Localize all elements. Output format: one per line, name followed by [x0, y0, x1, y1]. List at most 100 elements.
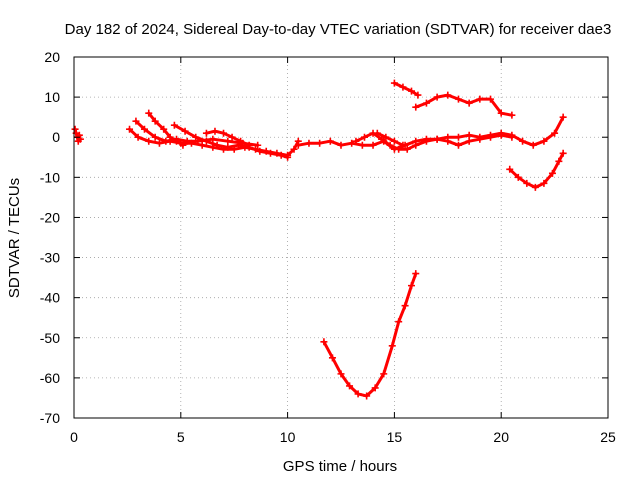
series-trace — [128, 127, 300, 157]
data-point — [523, 179, 531, 187]
x-tick-label: 20 — [493, 429, 509, 445]
data-point — [422, 99, 430, 107]
data-point — [380, 370, 388, 378]
y-tick-label: -20 — [40, 209, 60, 225]
data-point — [256, 147, 264, 155]
data-point — [277, 151, 285, 159]
data-point — [476, 135, 484, 143]
y-tick-label: -50 — [40, 330, 60, 346]
data-point — [373, 129, 381, 137]
series-arc-7 — [294, 113, 567, 153]
data-point — [476, 95, 484, 103]
data-point — [412, 270, 420, 278]
data-point — [166, 133, 174, 141]
data-point — [354, 390, 362, 398]
data-point — [337, 370, 345, 378]
series-arc-13 — [320, 270, 420, 400]
y-tick-label: 0 — [52, 129, 60, 145]
data-point — [433, 93, 441, 101]
data-point — [454, 95, 462, 103]
data-point — [145, 137, 153, 145]
data-point — [497, 109, 505, 117]
data-point — [399, 83, 407, 91]
data-point — [551, 129, 559, 137]
data-point — [559, 113, 567, 121]
data-point — [126, 125, 134, 133]
y-tick-label: -60 — [40, 370, 60, 386]
data-series — [71, 79, 567, 400]
data-point — [465, 131, 473, 139]
data-point — [487, 95, 495, 103]
data-point — [390, 79, 398, 87]
data-point — [170, 121, 178, 129]
data-point — [320, 338, 328, 346]
chart-title: Day 182 of 2024, Sidereal Day-to-day VTE… — [65, 21, 612, 38]
series-arc-12 — [506, 149, 567, 191]
data-point — [386, 141, 394, 149]
data-point — [514, 173, 522, 181]
data-point — [369, 141, 377, 149]
data-point — [399, 141, 407, 149]
data-point — [433, 135, 441, 143]
data-point — [412, 141, 420, 149]
data-point — [508, 111, 516, 119]
data-point — [412, 103, 420, 111]
data-point — [198, 141, 206, 149]
data-point — [407, 87, 415, 95]
data-point — [378, 135, 386, 143]
y-axis-label: SDTVAR / TECUs — [6, 178, 23, 298]
x-axis-label: GPS time / hours — [283, 458, 397, 475]
data-point — [155, 139, 163, 147]
series-trace — [508, 151, 565, 189]
data-point — [254, 141, 262, 149]
data-point — [403, 145, 411, 153]
data-point — [140, 125, 148, 133]
data-point — [529, 141, 537, 149]
data-point — [181, 127, 189, 135]
data-point — [326, 137, 334, 145]
data-point — [363, 392, 371, 400]
series-arc-6 — [202, 127, 253, 149]
x-tick-label: 5 — [177, 429, 185, 445]
data-point — [162, 137, 170, 145]
data-point — [371, 384, 379, 392]
data-point — [211, 127, 219, 135]
data-point — [407, 282, 415, 290]
data-point — [173, 137, 181, 145]
x-tick-label: 0 — [70, 429, 78, 445]
y-tick-label: -10 — [40, 169, 60, 185]
axis-ticks: 0 5 10 15 20 25 20 10 0 -10 -20 -30 -40 -50 -60 -70 — [40, 49, 616, 445]
y-tick-label: -40 — [40, 290, 60, 306]
data-point — [531, 183, 539, 191]
data-point — [284, 153, 292, 161]
grid — [74, 57, 608, 418]
series-arc-10 — [390, 79, 422, 99]
data-point — [71, 125, 79, 133]
data-point — [360, 133, 368, 141]
data-point — [444, 137, 452, 145]
y-tick-label: -30 — [40, 250, 60, 266]
series-arc-9 — [373, 129, 407, 149]
data-point — [348, 139, 356, 147]
data-point — [454, 133, 462, 141]
plot-frame — [73, 56, 609, 419]
data-point — [151, 133, 159, 141]
data-point — [183, 137, 191, 145]
data-point — [160, 125, 168, 133]
data-point — [209, 135, 217, 143]
data-point — [328, 354, 336, 362]
y-tick-label: 20 — [44, 49, 60, 65]
data-point — [202, 137, 210, 145]
data-point — [388, 342, 396, 350]
data-point — [506, 165, 514, 173]
data-point — [465, 99, 473, 107]
data-point — [228, 133, 236, 141]
data-point — [192, 133, 200, 141]
data-point — [316, 139, 324, 147]
data-point — [224, 143, 232, 151]
series-trace — [375, 131, 405, 147]
data-point — [559, 149, 567, 157]
y-tick-label: -70 — [40, 410, 60, 426]
data-point — [395, 318, 403, 326]
